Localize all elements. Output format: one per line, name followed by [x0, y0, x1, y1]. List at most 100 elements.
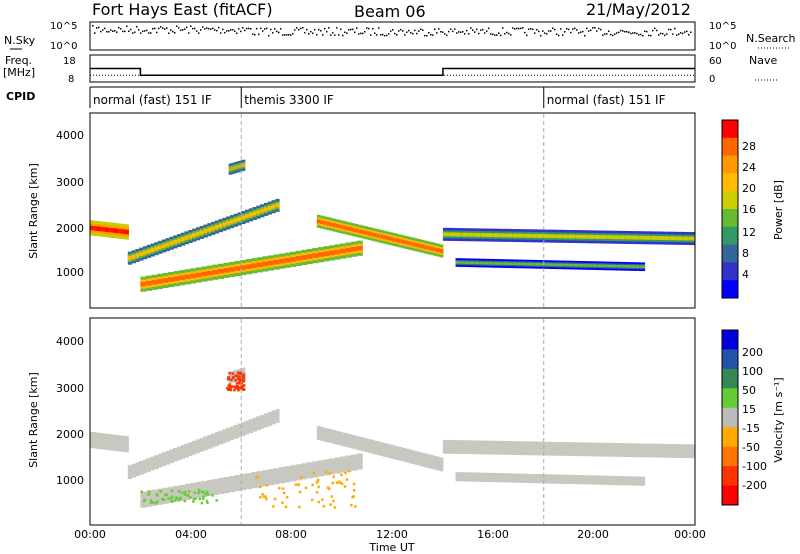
velocity-cell [333, 506, 337, 509]
velocity-cell [575, 442, 583, 457]
velocity-cell [264, 495, 267, 498]
power-cell [575, 234, 583, 239]
noise-dot [614, 33, 616, 35]
velocity-cell [234, 385, 238, 388]
power-cell [146, 249, 151, 254]
velocity-cell [277, 486, 281, 490]
velocity-cell [262, 470, 269, 487]
noise-dot [506, 31, 508, 34]
power-cell [240, 265, 247, 270]
velocity-cell [583, 475, 589, 485]
velocity-cell [164, 493, 167, 497]
power-panel-frame [89, 112, 696, 309]
noise-dot [480, 29, 482, 31]
noise-dot [622, 30, 624, 32]
power-cell [173, 239, 178, 244]
power-cell [483, 261, 490, 265]
velocity-cell [306, 462, 313, 479]
velocity-cell [139, 460, 144, 475]
velocity-cell [241, 422, 246, 436]
velocity-cell [152, 501, 155, 504]
velocity-cell [330, 495, 334, 498]
noise-dot [270, 28, 272, 31]
noise-dot [618, 31, 620, 34]
x-axis-ticks: 00:00 04:00 08:00 12:00 16:00 20:00 00:0… [74, 528, 706, 541]
noise-dot [146, 29, 148, 32]
noise-dot [258, 33, 260, 36]
velocity-cell [488, 472, 494, 483]
velocity-cell [315, 491, 319, 494]
velocity-cell [267, 412, 272, 426]
power-y-tick-4000: 4000 [56, 129, 84, 142]
power-cell [474, 261, 480, 265]
velocity-cell [170, 500, 174, 503]
noise-dot [510, 34, 512, 36]
power-cell [502, 262, 509, 265]
power-cell [317, 252, 324, 257]
velocity-cell [531, 441, 538, 456]
noise-dot [274, 28, 276, 30]
noise-dot [398, 30, 400, 32]
velocity-cell [455, 472, 461, 482]
velocity-cell [214, 432, 220, 446]
velocity-cell [297, 483, 300, 487]
power-cell [420, 244, 425, 249]
power-cell [301, 255, 308, 260]
noise-dot [494, 34, 496, 36]
velocity-cell [237, 423, 242, 438]
noise-dot [552, 27, 554, 29]
noise-dot [230, 29, 232, 31]
velocity-cell [231, 376, 235, 379]
velocity-cell [242, 388, 246, 391]
noise-dot [394, 32, 396, 35]
noise-dot [456, 32, 458, 34]
power-cell [587, 234, 595, 239]
noise-dot [310, 30, 312, 33]
velocity-cell [226, 427, 231, 442]
nsearch-tick-high: 10^5 [709, 21, 736, 32]
velocity-cell [468, 440, 475, 455]
noise-dot [110, 29, 112, 31]
noise-dot [350, 28, 352, 31]
velocity-cell [242, 373, 246, 376]
velocity-cell [170, 495, 174, 499]
power-cell [334, 249, 341, 255]
velocity-cell [229, 387, 232, 390]
velocity-cell [245, 420, 250, 435]
velocity-cell [237, 377, 240, 381]
noise-dot [596, 30, 598, 32]
noise-dot [228, 30, 230, 32]
velocity-cell [179, 496, 183, 500]
velocity-cell [230, 378, 233, 382]
power-tick-20: 20 [742, 182, 756, 195]
x-tick-0800: 08:00 [275, 528, 307, 541]
noise-dot [528, 28, 530, 31]
velocity-cell [386, 443, 390, 458]
power-cell [316, 219, 321, 224]
power-cell [600, 235, 608, 239]
power-cell [357, 229, 362, 234]
noise-dot [462, 31, 464, 33]
velocity-cell [370, 439, 375, 454]
velocity-cell [298, 505, 301, 509]
power-cell [161, 244, 167, 248]
velocity-cell [562, 442, 570, 456]
noise-dot [642, 34, 644, 37]
velocity-cell [233, 388, 236, 392]
noise-dot [576, 29, 578, 31]
power-cell [126, 229, 129, 235]
noise-dot [504, 33, 506, 35]
noise-dot [418, 30, 420, 32]
velocity-cell [364, 438, 368, 452]
velocity-cell [650, 443, 658, 458]
power-cell [379, 234, 384, 239]
velocity-cell [433, 455, 438, 470]
power-cell [262, 261, 269, 267]
power-cell [206, 270, 214, 276]
velocity-cell [338, 431, 343, 446]
power-cell [263, 207, 269, 212]
power-cell [376, 233, 381, 238]
noise-dot [208, 27, 210, 30]
velocity-cell [295, 464, 302, 481]
power-cell [631, 235, 639, 240]
